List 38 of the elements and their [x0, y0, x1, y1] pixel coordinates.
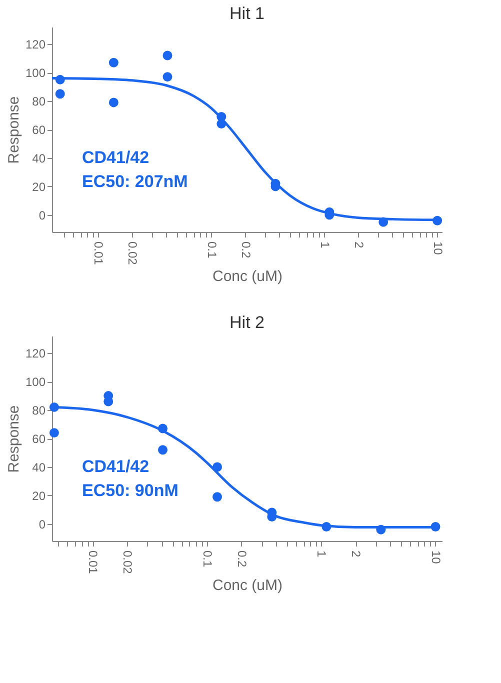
x-tick-label: 1: [314, 550, 329, 558]
y-axis-title: Response: [5, 405, 22, 473]
y-axis-title: Response: [5, 96, 22, 164]
x-axis-title: Conc (uM): [212, 268, 283, 285]
x-tick-label: 1: [318, 242, 332, 248]
y-tick-label: 80: [32, 404, 46, 418]
x-tick-label: 0.2: [234, 550, 249, 568]
x-tick-label: 10: [429, 550, 443, 564]
y-tick-label: 100: [25, 66, 46, 80]
y-tick-label: 120: [25, 346, 46, 361]
annotation: EC50: 207nM: [82, 172, 188, 192]
x-tick-label: 10: [430, 242, 445, 256]
annotation: CD41/42: [82, 148, 150, 168]
chart-title: Hit 1: [230, 4, 264, 23]
y-tick-label: 80: [32, 94, 46, 109]
y-tick-label: 0: [38, 208, 46, 222]
x-tick-label: 0.02: [126, 242, 140, 266]
annotation: EC50: 90nM: [82, 481, 178, 500]
y-tick-label: 60: [32, 123, 46, 137]
x-tick-label: 0.01: [86, 550, 100, 574]
x-tick-label: 2: [349, 550, 364, 558]
y-tick-label: 100: [25, 375, 46, 390]
y-tick-label: 120: [25, 38, 46, 52]
annotation: CD41/42: [82, 457, 150, 476]
y-tick-label: 60: [32, 432, 46, 446]
y-tick-label: 20: [32, 488, 46, 503]
chart-title: Hit 2: [230, 313, 264, 332]
x-tick-label: 0.1: [204, 242, 219, 259]
x-tick-label: 0.01: [92, 242, 106, 266]
x-tick-label: 0.2: [238, 242, 253, 259]
x-tick-label: 0.02: [120, 550, 135, 574]
y-tick-label: 0: [38, 517, 46, 532]
x-tick-label: 0.1: [200, 550, 214, 568]
y-tick-label: 40: [32, 151, 46, 166]
x-tick-label: 2: [352, 242, 366, 248]
y-tick-label: 40: [32, 460, 46, 474]
x-axis-title: Conc (uM): [212, 576, 283, 594]
y-tick-label: 20: [32, 180, 46, 194]
